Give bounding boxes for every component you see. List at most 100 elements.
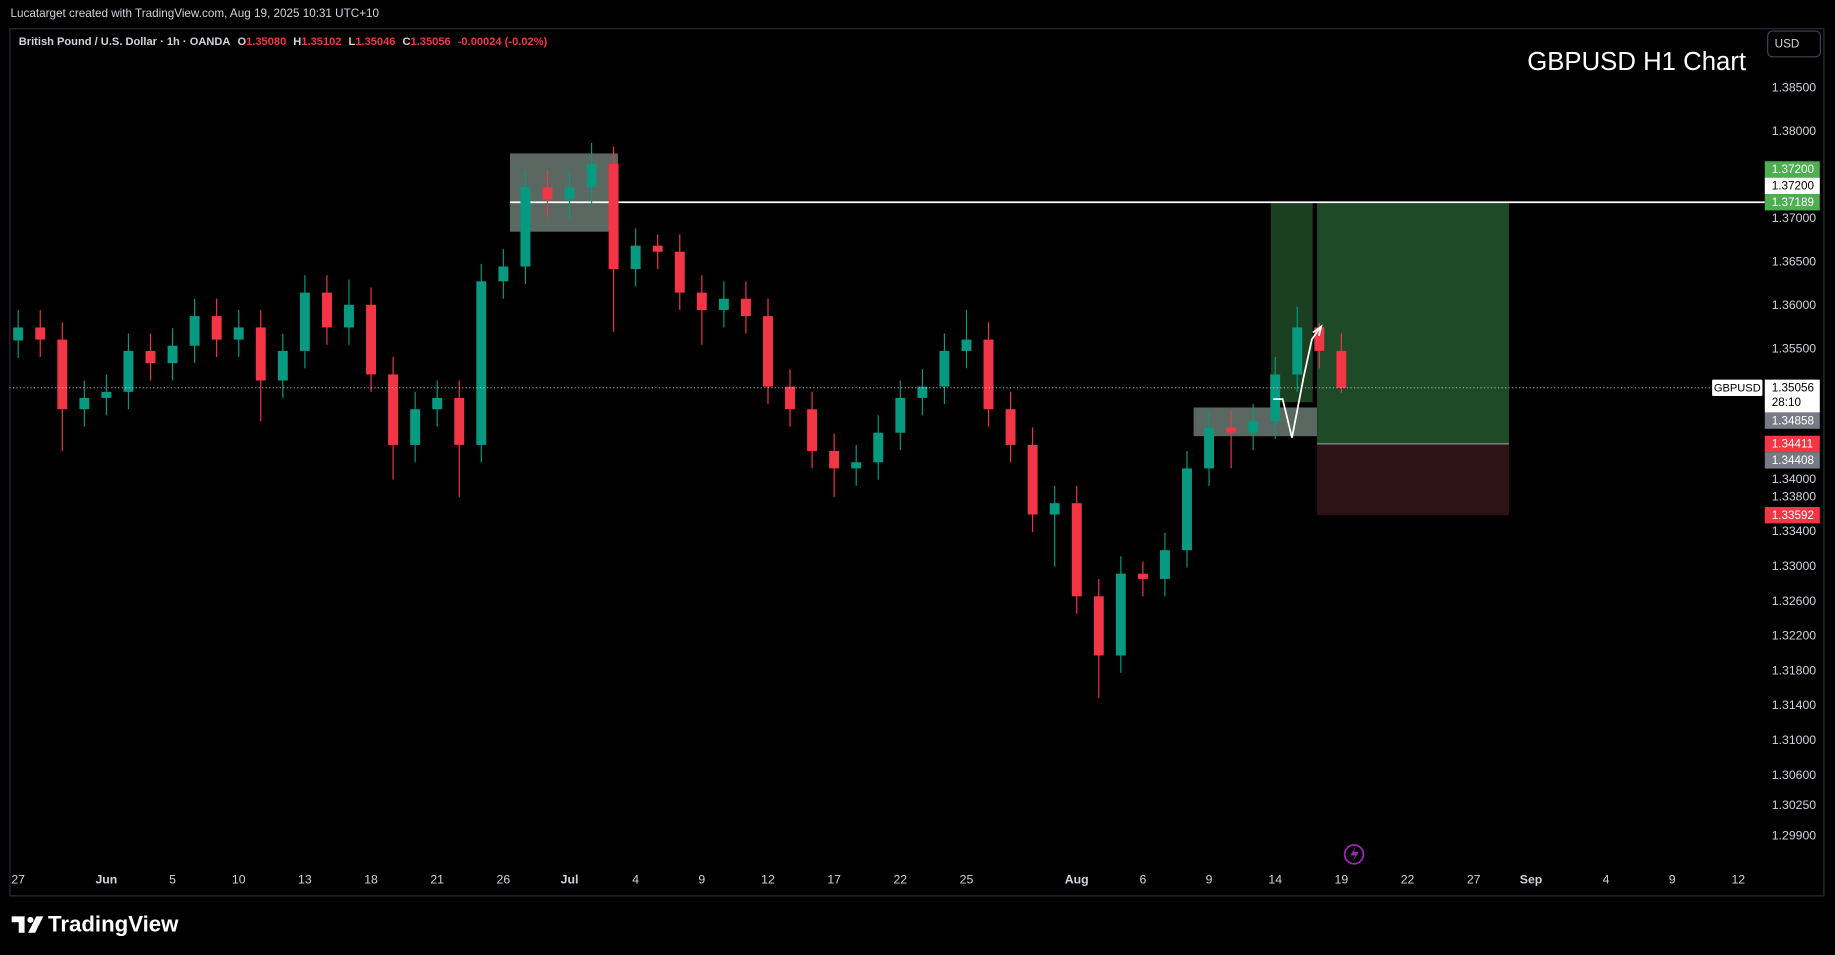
candle-body bbox=[917, 386, 928, 398]
price-tag-label: 1.34408 bbox=[1772, 454, 1814, 467]
zone bbox=[1270, 202, 1313, 403]
x-tick-label: 17 bbox=[827, 872, 841, 886]
y-tick-label: 1.36000 bbox=[1772, 298, 1817, 312]
candle-body bbox=[1314, 327, 1325, 351]
candle-body bbox=[1137, 573, 1148, 579]
ohlc-value: 1.35046 bbox=[355, 36, 395, 48]
candle-body bbox=[873, 432, 884, 463]
x-tick-label: 22 bbox=[1401, 872, 1415, 886]
x-tick-label: Jul bbox=[561, 872, 579, 886]
price-tag bbox=[1764, 435, 1820, 453]
candle-body bbox=[983, 339, 994, 410]
candle-body bbox=[851, 462, 862, 469]
candle-body bbox=[35, 327, 46, 340]
y-tick-label: 1.30250 bbox=[1772, 798, 1817, 812]
candle-body bbox=[344, 304, 354, 328]
candle-body bbox=[498, 266, 509, 282]
projection-arrow bbox=[1273, 327, 1321, 438]
attribution: Lucatarget created with TradingView.com,… bbox=[11, 7, 380, 20]
price-tag-label: 1.37189 bbox=[1772, 196, 1814, 209]
ohlc-key: H bbox=[293, 36, 301, 48]
y-tick-label: 1.38500 bbox=[1772, 80, 1817, 94]
stop-zone bbox=[1317, 443, 1509, 516]
x-tick-label: 4 bbox=[632, 872, 639, 886]
candle-body bbox=[388, 374, 399, 445]
brand-name: TradingView bbox=[48, 912, 179, 937]
x-tick-label: 13 bbox=[298, 872, 312, 886]
logo-mark bbox=[11, 916, 25, 933]
candle-body bbox=[167, 345, 178, 364]
candle-body bbox=[277, 350, 288, 381]
y-tick-label: 1.30600 bbox=[1772, 768, 1817, 782]
y-tick-label: 1.33800 bbox=[1772, 489, 1817, 503]
symbol-tag bbox=[1712, 379, 1763, 397]
candle-body bbox=[299, 292, 310, 351]
candle-body bbox=[785, 386, 796, 410]
candle-body bbox=[564, 187, 575, 200]
price-tag bbox=[1764, 507, 1820, 524]
x-tick-label: Sep bbox=[1520, 872, 1543, 886]
x-tick-label: 19 bbox=[1335, 872, 1349, 886]
ohlc-value: 1.35102 bbox=[301, 36, 341, 48]
candle-body bbox=[740, 298, 751, 317]
brand-logo bbox=[11, 916, 44, 933]
price-tag-label: 1.34858 bbox=[1772, 414, 1814, 427]
x-tick-label: 18 bbox=[364, 872, 378, 886]
candle-body bbox=[211, 316, 222, 340]
x-tick-label: 6 bbox=[1139, 872, 1146, 886]
candle-body bbox=[1270, 374, 1281, 422]
candle-body bbox=[101, 391, 112, 398]
candle-body bbox=[1248, 421, 1259, 433]
x-tick-label: 21 bbox=[430, 872, 444, 886]
candle-body bbox=[145, 350, 156, 364]
ohlc-value: 1.35080 bbox=[246, 36, 286, 48]
plot-area bbox=[9, 142, 1765, 699]
candle-body bbox=[432, 397, 443, 410]
candle-body bbox=[674, 251, 685, 293]
ohlc-key: C bbox=[403, 36, 411, 48]
candle-body bbox=[1182, 468, 1192, 551]
currency-label: USD bbox=[1775, 38, 1800, 51]
logo-dot bbox=[27, 916, 34, 923]
candle-body bbox=[696, 292, 707, 311]
x-tick-label: 9 bbox=[698, 872, 705, 886]
candle-body bbox=[1071, 503, 1082, 597]
arrow-head bbox=[1312, 324, 1323, 337]
y-tick-label: 1.35500 bbox=[1772, 341, 1817, 355]
x-tick-label: 25 bbox=[960, 872, 974, 886]
candle-body bbox=[13, 327, 24, 341]
candle-body bbox=[476, 281, 487, 445]
y-tick-label: 1.33000 bbox=[1772, 559, 1817, 573]
candle-body bbox=[520, 187, 531, 267]
ohlc-value: 1.35056 bbox=[411, 36, 451, 48]
x-tick-label: 27 bbox=[11, 872, 25, 886]
events-icon[interactable] bbox=[1343, 844, 1365, 865]
x-tick-label: 5 bbox=[169, 872, 176, 886]
candle-body bbox=[1204, 427, 1215, 469]
candle-body bbox=[895, 397, 906, 433]
candle-body bbox=[79, 397, 90, 410]
ohlc-key: O bbox=[237, 36, 246, 48]
candle-body bbox=[1226, 427, 1237, 433]
candle-body bbox=[807, 409, 818, 451]
chart-title: GBPUSD H1 Chart bbox=[1527, 48, 1746, 76]
currency-button[interactable] bbox=[1767, 30, 1821, 58]
y-tick-label: 1.31000 bbox=[1772, 733, 1817, 747]
candle-body bbox=[255, 327, 266, 381]
candle-body bbox=[718, 298, 729, 311]
candle-body bbox=[586, 163, 597, 188]
candle-body bbox=[1159, 550, 1170, 579]
candle-body bbox=[652, 245, 663, 252]
y-tick-label: 1.31400 bbox=[1772, 698, 1817, 712]
candle-body bbox=[763, 316, 773, 387]
y-tick-label: 1.34000 bbox=[1772, 472, 1817, 486]
candle-body bbox=[366, 304, 376, 375]
candle-body bbox=[454, 397, 465, 445]
candle-body bbox=[1336, 350, 1347, 388]
x-tick-label: 12 bbox=[1731, 872, 1745, 886]
y-tick-label: 1.36500 bbox=[1772, 254, 1817, 268]
candle-body bbox=[1292, 327, 1303, 375]
candle-body bbox=[1049, 503, 1060, 515]
x-tick-label: 4 bbox=[1603, 872, 1610, 886]
